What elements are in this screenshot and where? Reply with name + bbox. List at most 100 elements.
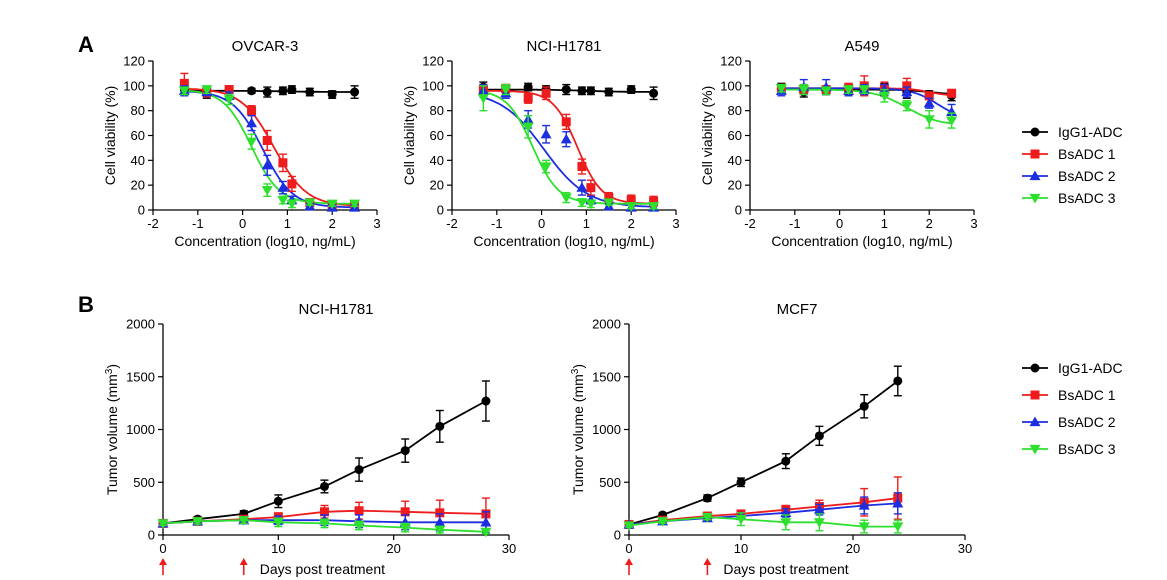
- x-tick-label: -1: [789, 216, 801, 231]
- chart-a549-2: A549 -2 -1 0 1 2 3 0 20 40 60 80 100 120 Concentration…: [699, 38, 978, 249]
- data-point-igg1-adc: [262, 87, 272, 97]
- data-point-bsadc-3: [318, 519, 330, 529]
- data-point-bsadc-3: [603, 198, 615, 209]
- y-tick-label: 100: [123, 78, 145, 93]
- x-tick-label: 20: [386, 541, 400, 556]
- y-tick-label: 2000: [592, 317, 621, 332]
- data-point-igg1-adc: [435, 421, 445, 431]
- series-bsadc-3: [623, 512, 904, 534]
- dosing-arrow-icon: [239, 558, 248, 575]
- dosing-arrow-icon: [159, 558, 167, 575]
- y-tick-label: 20: [131, 178, 145, 193]
- y-tick-label: 60: [728, 128, 742, 143]
- data-point-bsadc-3: [843, 85, 855, 96]
- data-point-bsadc-1: [649, 196, 659, 206]
- data-point-bsadc-1: [179, 78, 189, 88]
- y-tick-label: 0: [138, 203, 145, 218]
- data-point-bsadc-3: [892, 522, 904, 533]
- data-point-igg1-adc: [319, 481, 329, 491]
- y-tick-label: 120: [123, 54, 145, 69]
- data-point-bsadc-3: [261, 186, 273, 196]
- legend-label: BsADC 3: [1058, 190, 1116, 206]
- data-point-bsadc-1: [278, 158, 288, 168]
- data-point-igg1-adc: [702, 493, 712, 503]
- y-tick-label: 0: [437, 203, 444, 218]
- data-point-bsadc-3: [326, 199, 338, 210]
- panel-label-a: A: [78, 32, 94, 57]
- y-axis-label: Cell viability (%): [699, 86, 715, 186]
- x-tick-label: 0: [625, 541, 632, 556]
- data-point-bsadc-2: [901, 86, 913, 97]
- data-point-igg1-adc: [561, 85, 571, 95]
- data-point-igg1-adc: [893, 376, 903, 386]
- x-tick-label: 10: [271, 541, 285, 556]
- x-tick-label: 30: [502, 541, 516, 556]
- data-point-bsadc-2: [560, 133, 572, 144]
- data-point-igg1-adc: [278, 86, 288, 96]
- data-point-igg1-adc: [586, 86, 596, 96]
- chart-ovcar-3-0: OVCAR-3 -2 -1 0 1 2 3 0 20 40 60 80 100 120 Concentrat…: [102, 38, 381, 249]
- data-point-bsadc-3: [192, 517, 204, 527]
- series-line-igg1-adc: [628, 380, 899, 526]
- legend-marker: [1029, 444, 1041, 455]
- data-point-bsadc-1: [561, 117, 571, 127]
- data-point-bsadc-3: [238, 516, 250, 526]
- y-tick-label: 0: [148, 528, 155, 543]
- x-axis-label: Concentration (log10, ng/mL): [771, 233, 952, 249]
- data-point-bsadc-3: [813, 518, 825, 528]
- data-point-bsadc-2: [246, 117, 258, 128]
- legend-label: BsADC 1: [1058, 146, 1116, 162]
- data-point-bsadc-3: [735, 515, 747, 525]
- y-tick-label: 1500: [592, 369, 621, 384]
- data-point-igg1-adc: [400, 446, 410, 456]
- series-bsadc-3: [157, 516, 492, 538]
- x-tick-label: 1: [583, 216, 590, 231]
- data-point-igg1-adc: [350, 87, 360, 97]
- dosing-arrow-head: [239, 558, 248, 565]
- y-axis-label-tail: ): [104, 364, 120, 369]
- data-point-bsadc-3: [277, 195, 289, 206]
- x-axis-label: Concentration (log10, ng/mL): [174, 233, 355, 249]
- data-point-bsadc-3: [625, 202, 637, 212]
- x-tick-label: 3: [373, 216, 380, 231]
- legend-label: IgG1-ADC: [1058, 124, 1123, 140]
- chart-title: MCF7: [777, 301, 818, 318]
- x-tick-label: 1: [284, 216, 291, 231]
- data-point-igg1-adc: [736, 477, 746, 487]
- data-point-bsadc-3: [434, 525, 446, 536]
- data-point-igg1-adc: [287, 85, 297, 95]
- y-axis-label-superscript: 3: [570, 368, 581, 374]
- chart-title: OVCAR-3: [232, 38, 299, 55]
- y-tick-label: 500: [133, 475, 155, 490]
- y-tick-label: 40: [728, 153, 742, 168]
- y-tick-label: 60: [131, 128, 145, 143]
- legend-item-igg1-adc: IgG1-ADC: [1022, 360, 1123, 376]
- data-point-bsadc-3: [780, 518, 792, 528]
- data-point-bsadc-1: [224, 85, 234, 95]
- x-tick-label: 0: [239, 216, 246, 231]
- data-point-bsadc-3: [349, 199, 361, 210]
- legend-marker: [1030, 363, 1040, 373]
- x-tick-label: 0: [538, 216, 545, 231]
- data-point-bsadc-3: [246, 137, 258, 148]
- data-point-bsadc-3: [477, 94, 489, 104]
- data-point-bsadc-1: [924, 91, 934, 101]
- fit-curve-bsadc-2: [184, 90, 355, 209]
- chart-nci-h1781-3: NCI-H1781 0 10 20 30 0 500 1000 1500 2000 Tumor vo…: [104, 301, 516, 577]
- chart-nci-h1781-1: NCI-H1781 -2 -1 0 1 2 3 0 20 40 60 80 100 120 Concentr…: [401, 38, 680, 249]
- x-tick-label: 1: [881, 216, 888, 231]
- data-point-bsadc-3: [576, 198, 588, 209]
- y-axis-label: Tumor volume (mm3): [104, 364, 120, 495]
- data-point-bsadc-1: [319, 507, 329, 517]
- x-tick-label: 3: [672, 216, 679, 231]
- data-point-bsadc-3: [657, 517, 669, 527]
- fit-curve-bsadc-1: [483, 89, 654, 205]
- x-tick-label: 2: [926, 216, 933, 231]
- y-tick-label: 1000: [126, 422, 155, 437]
- data-point-bsadc-3: [353, 521, 365, 532]
- series-bsadc-3: [477, 83, 660, 212]
- data-point-bsadc-3: [480, 527, 492, 538]
- data-point-bsadc-1: [541, 88, 551, 98]
- y-tick-label: 0: [735, 203, 742, 218]
